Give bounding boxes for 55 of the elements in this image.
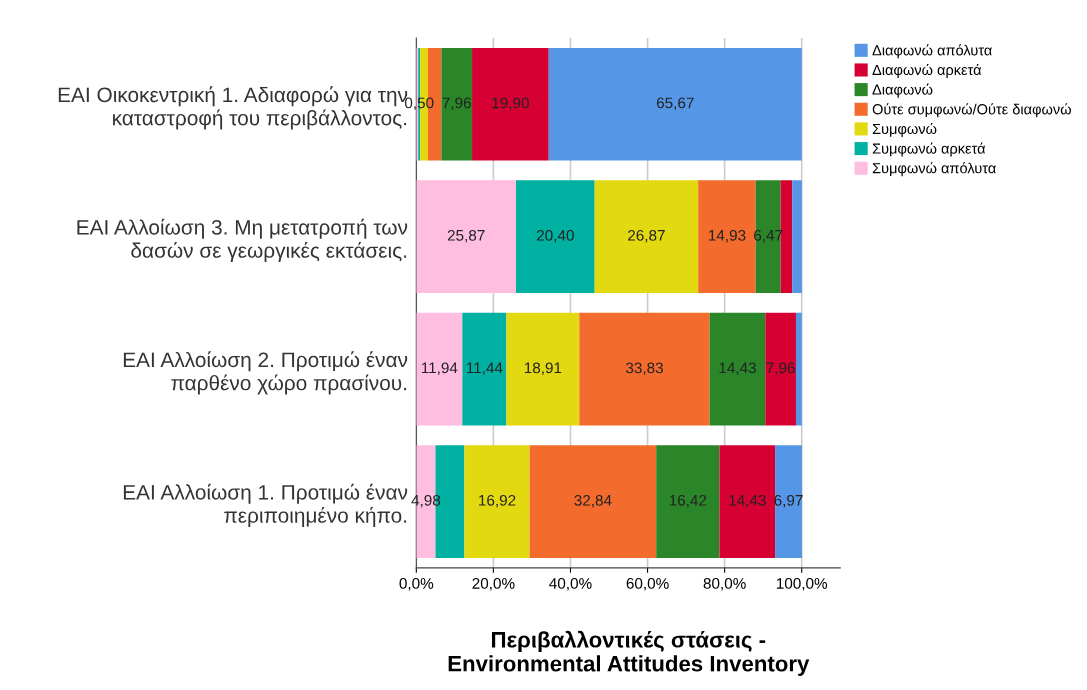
- y-tick-label: ΕΑΙ Αλλοίωση 2. Προτιμώ έναν παρθένο χώρο πρασίνου.: [123, 351, 408, 395]
- legend-label: Διαφωνώ: [872, 83, 933, 98]
- bar: [516, 180, 595, 293]
- data-label: 7,96: [442, 97, 471, 111]
- bar: [709, 312, 766, 426]
- data-label: 7,96: [766, 362, 795, 376]
- data-label: 25,87: [447, 229, 485, 243]
- bar: [464, 445, 530, 558]
- data-label: 16,42: [669, 494, 707, 508]
- y-tick-label: ΕΑΙ Αλλοίωση 3. Μη μετατροπή των δασών σε γεωργικές εκτάσεις.: [77, 218, 408, 262]
- bar: [792, 180, 802, 293]
- bar: [506, 312, 580, 426]
- bar: [416, 180, 517, 293]
- data-label: 33,83: [625, 362, 663, 376]
- data-label: 11,44: [467, 362, 503, 376]
- bar: [529, 445, 657, 558]
- data-label: 11,94: [421, 362, 458, 376]
- legend-label: Συμφωνώ αρκετά: [872, 142, 986, 157]
- data-label: 26,87: [628, 229, 665, 243]
- bar: [698, 180, 756, 293]
- bar: [765, 312, 796, 426]
- bar: [579, 312, 710, 426]
- legend-label: Συμφωνώ απόλυτα: [872, 162, 996, 177]
- bar: [656, 445, 720, 558]
- bar: [472, 47, 549, 161]
- data-label: 14,43: [729, 494, 766, 508]
- bar: [441, 47, 473, 161]
- bar: [719, 445, 776, 558]
- x-tick-label: 100,0%: [776, 578, 828, 591]
- data-label: 20,40: [536, 229, 574, 243]
- bar: [594, 180, 699, 293]
- data-label: 16,92: [479, 494, 516, 508]
- legend-label: Διαφωνώ αρκετά: [872, 63, 982, 78]
- bar: [775, 445, 802, 558]
- data-label: 32,84: [574, 494, 612, 508]
- data-label: 14,43: [719, 362, 756, 376]
- bar: [755, 180, 781, 293]
- y-tick-label: ΕΑΙ Αλλοίωση 1. Προτιμώ έναν περιποιημένο κήπο.: [123, 483, 408, 527]
- x-tick-label: 40,0%: [549, 578, 592, 591]
- x-axis-title: Περιβαλλοντικές στάσεις - Environmental Attitudes Inventory: [448, 630, 810, 676]
- bar: [462, 312, 507, 426]
- x-tick-label: 20,0%: [472, 578, 515, 591]
- legend-label: Διαφωνώ απόλυτα: [872, 44, 992, 59]
- bar: [416, 312, 463, 426]
- x-tick-label: 60,0%: [626, 578, 669, 591]
- legend-label: Ούτε συμφωνώ/Ούτε διαφωνώ: [872, 103, 1071, 118]
- data-label: 65,67: [656, 97, 694, 111]
- data-label: 14,93: [709, 229, 746, 243]
- x-tick-label: 0,0%: [399, 578, 434, 591]
- x-tick-label: 80,0%: [703, 578, 746, 591]
- data-label: 18,91: [524, 362, 562, 376]
- bar: [548, 47, 802, 161]
- data-label: 19,90: [492, 97, 529, 111]
- legend-label: Συμφωνώ: [872, 122, 937, 137]
- bar: [795, 312, 802, 426]
